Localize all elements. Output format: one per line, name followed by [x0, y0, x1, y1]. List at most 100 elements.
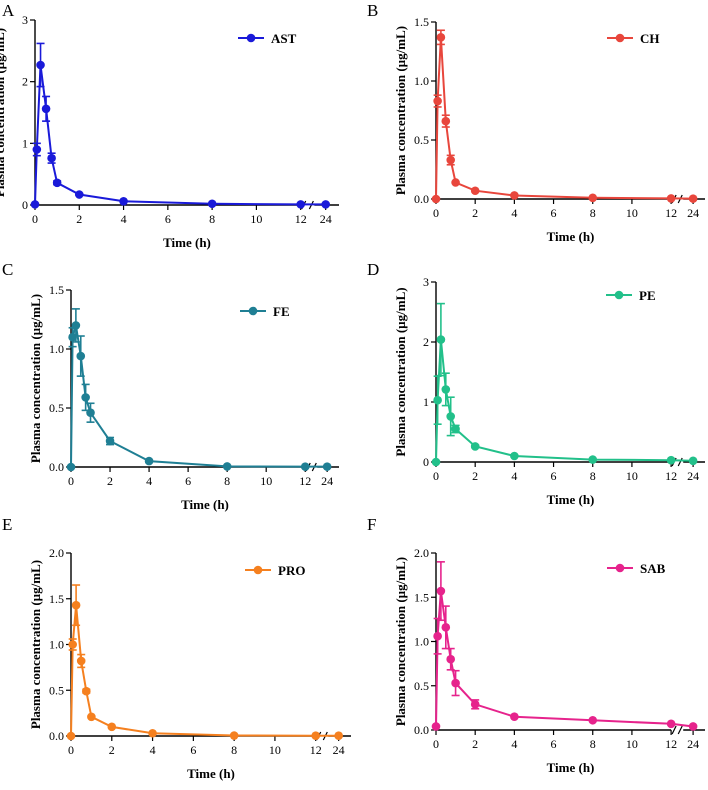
data-point — [107, 722, 117, 732]
data-point — [32, 145, 42, 154]
y-tick-label: 0.5 — [49, 683, 64, 697]
legend-label: PE — [639, 288, 656, 303]
data-point — [296, 200, 305, 209]
data-point — [470, 442, 480, 451]
y-tick-label: 3 — [22, 13, 28, 27]
legend-marker — [615, 33, 625, 43]
data-point — [446, 412, 455, 421]
data-point — [311, 731, 321, 741]
data-point — [446, 155, 455, 165]
x-tick-label: 8 — [590, 206, 596, 220]
y-axis-title: Plasma concentration (µg/mL) — [0, 28, 7, 197]
x-tick-label: 6 — [185, 474, 191, 488]
x-axis-title: Time (h) — [547, 760, 595, 775]
x-tick-label: 6 — [551, 737, 557, 751]
data-point — [207, 199, 217, 209]
x-tick-label: 24 — [321, 474, 333, 488]
x-axis-title: Time (h) — [181, 497, 229, 512]
data-point — [30, 200, 40, 209]
data-point — [451, 178, 460, 187]
x-tick-label: 4 — [511, 737, 517, 751]
data-point — [666, 455, 676, 465]
x-tick-label: 2 — [472, 206, 478, 220]
panel-letter: D — [367, 260, 379, 279]
data-point — [510, 451, 519, 461]
legend-label: FE — [273, 304, 290, 319]
y-axis-title: Plasma concentration (µg/mL) — [393, 557, 408, 726]
x-tick-label: 12 — [310, 743, 322, 757]
x-tick-label: 2 — [109, 743, 115, 757]
data-point — [229, 731, 239, 740]
y-tick-label: 1.5 — [414, 15, 429, 29]
x-tick-label: 2 — [107, 474, 113, 488]
y-axis-title: Plasma concentration (µg/mL) — [393, 287, 408, 456]
x-tick-label: 8 — [224, 474, 230, 488]
y-tick-label: 1.0 — [49, 342, 64, 356]
data-point — [451, 678, 460, 688]
data-point — [431, 194, 441, 204]
x-tick-label: 24 — [687, 737, 699, 751]
x-tick-label: 2 — [472, 469, 478, 483]
legend-marker — [248, 306, 258, 316]
x-tick-label: 0 — [433, 469, 439, 483]
data-point — [66, 731, 76, 741]
series-line — [34, 64, 326, 206]
y-tick-label: 2.0 — [49, 546, 64, 560]
x-tick-label: 8 — [231, 743, 237, 757]
data-point — [222, 462, 232, 471]
data-point — [436, 335, 446, 344]
data-point — [446, 654, 455, 664]
data-point — [76, 656, 86, 666]
x-tick-label: 6 — [190, 743, 196, 757]
x-tick-label: 8 — [590, 469, 596, 483]
data-point — [431, 457, 441, 467]
data-point — [334, 731, 343, 741]
legend-marker — [246, 33, 256, 43]
y-tick-label: 1 — [22, 136, 28, 150]
axis-break-mark — [671, 725, 677, 735]
y-tick-label: 0.0 — [49, 460, 64, 474]
data-point — [81, 686, 91, 696]
y-tick-label: 0.5 — [49, 401, 64, 415]
data-point — [322, 462, 332, 471]
x-tick-label: 24 — [320, 212, 332, 226]
y-tick-label: 1.5 — [49, 592, 64, 606]
x-tick-label: 4 — [511, 469, 517, 483]
data-point — [433, 631, 442, 641]
y-tick-label: 1 — [423, 395, 429, 409]
y-tick-label: 2 — [22, 75, 28, 89]
panel-letter: A — [2, 1, 15, 20]
legend-marker — [253, 565, 263, 575]
x-tick-label: 2 — [76, 212, 82, 226]
data-point — [66, 462, 76, 472]
data-point — [588, 193, 598, 203]
y-axis-title: Plasma concentration (µg/mL) — [28, 294, 43, 463]
x-tick-label: 0 — [433, 737, 439, 751]
x-tick-label: 12 — [665, 469, 677, 483]
y-tick-label: 0.0 — [414, 723, 429, 737]
x-tick-label: 4 — [146, 474, 152, 488]
data-point — [119, 197, 128, 206]
data-point — [321, 200, 330, 209]
y-tick-label: 0.5 — [414, 133, 429, 147]
data-point — [68, 640, 77, 649]
data-point — [470, 700, 480, 709]
y-tick-label: 1.0 — [414, 635, 429, 649]
data-point — [688, 722, 698, 731]
data-point — [666, 719, 676, 729]
x-tick-label: 2 — [472, 737, 478, 751]
x-tick-label: 10 — [626, 737, 638, 751]
y-tick-label: 0 — [423, 455, 429, 469]
data-point — [105, 436, 115, 446]
data-point — [86, 408, 95, 418]
x-tick-label: 10 — [250, 212, 262, 226]
legend-marker — [614, 290, 624, 300]
x-tick-label: 0 — [433, 206, 439, 220]
